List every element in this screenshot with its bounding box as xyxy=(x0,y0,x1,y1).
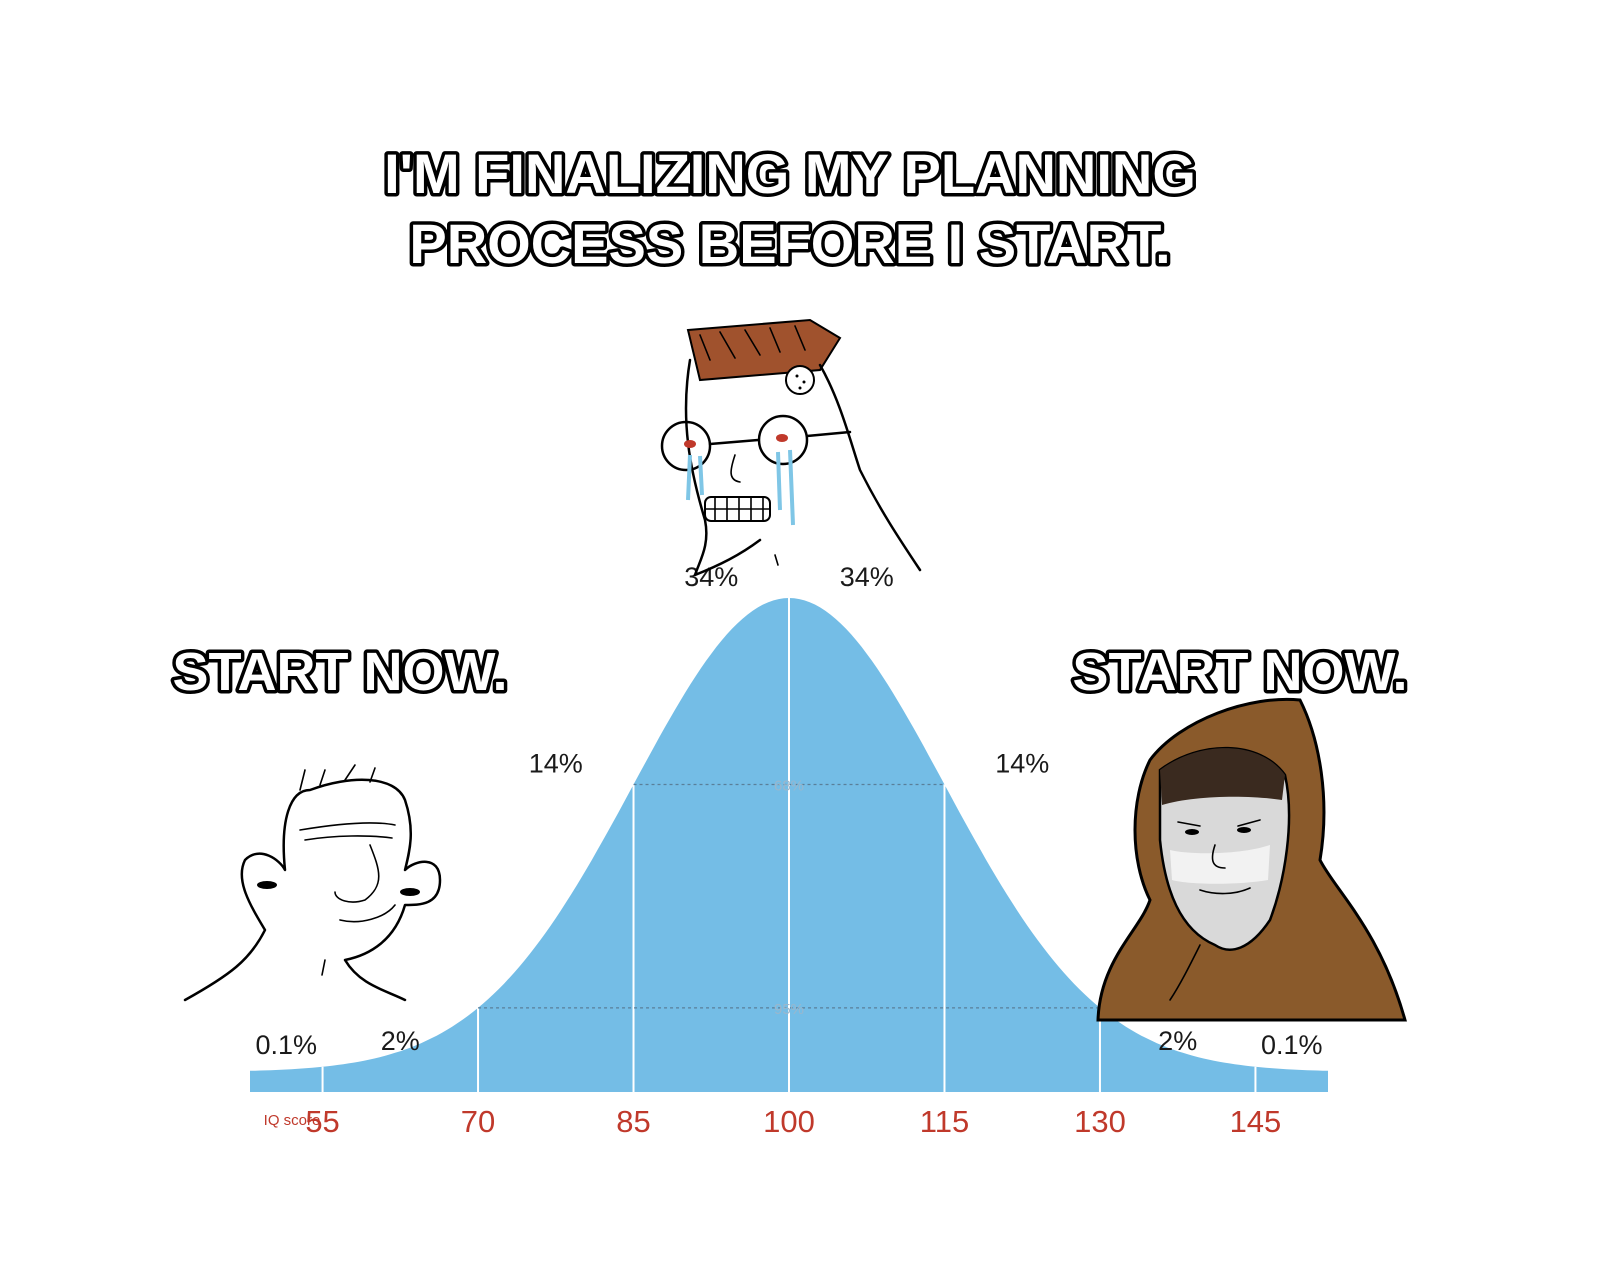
x-tick-label: 70 xyxy=(461,1104,495,1139)
band-label: 68% xyxy=(774,778,804,795)
band-label: 95% xyxy=(774,1001,804,1018)
iq-bell-curve-chart: 68% 95% 0.1% 2% 14% 34% 34% 14% 2% 0.1% IQ score55… xyxy=(250,562,1328,1139)
top-caption-line2: PROCESS BEFORE I START. xyxy=(409,212,1170,275)
right-caption: START NOW. xyxy=(1073,642,1408,702)
segment-percent-label: 14% xyxy=(529,749,583,779)
segment-percent-label: 2% xyxy=(1158,1026,1197,1056)
segment-percent-label: 34% xyxy=(684,562,738,592)
x-tick-label: 130 xyxy=(1074,1104,1126,1139)
segment-percent-label: 34% xyxy=(840,562,894,592)
low-iq-wojak-illustration xyxy=(183,764,442,1002)
x-tick-label: 145 xyxy=(1230,1104,1282,1139)
left-caption: START NOW. xyxy=(173,642,508,702)
segment-percent-label: 0.1% xyxy=(1261,1030,1323,1060)
x-tick-label: 100 xyxy=(763,1104,815,1139)
segment-percent-label: 2% xyxy=(381,1026,420,1056)
top-caption-line1: I'M FINALIZING MY PLANNING xyxy=(384,142,1196,205)
segment-percent-label: 14% xyxy=(995,749,1049,779)
hooded-monk-wojak-illustration xyxy=(1096,697,1407,1022)
x-tick-label: 85 xyxy=(616,1104,650,1139)
segment-percent-label: 0.1% xyxy=(256,1030,318,1060)
crying-midwit-wojak-illustration xyxy=(660,318,922,577)
x-tick-label: 55 xyxy=(305,1104,339,1139)
x-tick-label: 115 xyxy=(920,1104,969,1139)
x-axis-label: IQ score xyxy=(264,1112,321,1129)
